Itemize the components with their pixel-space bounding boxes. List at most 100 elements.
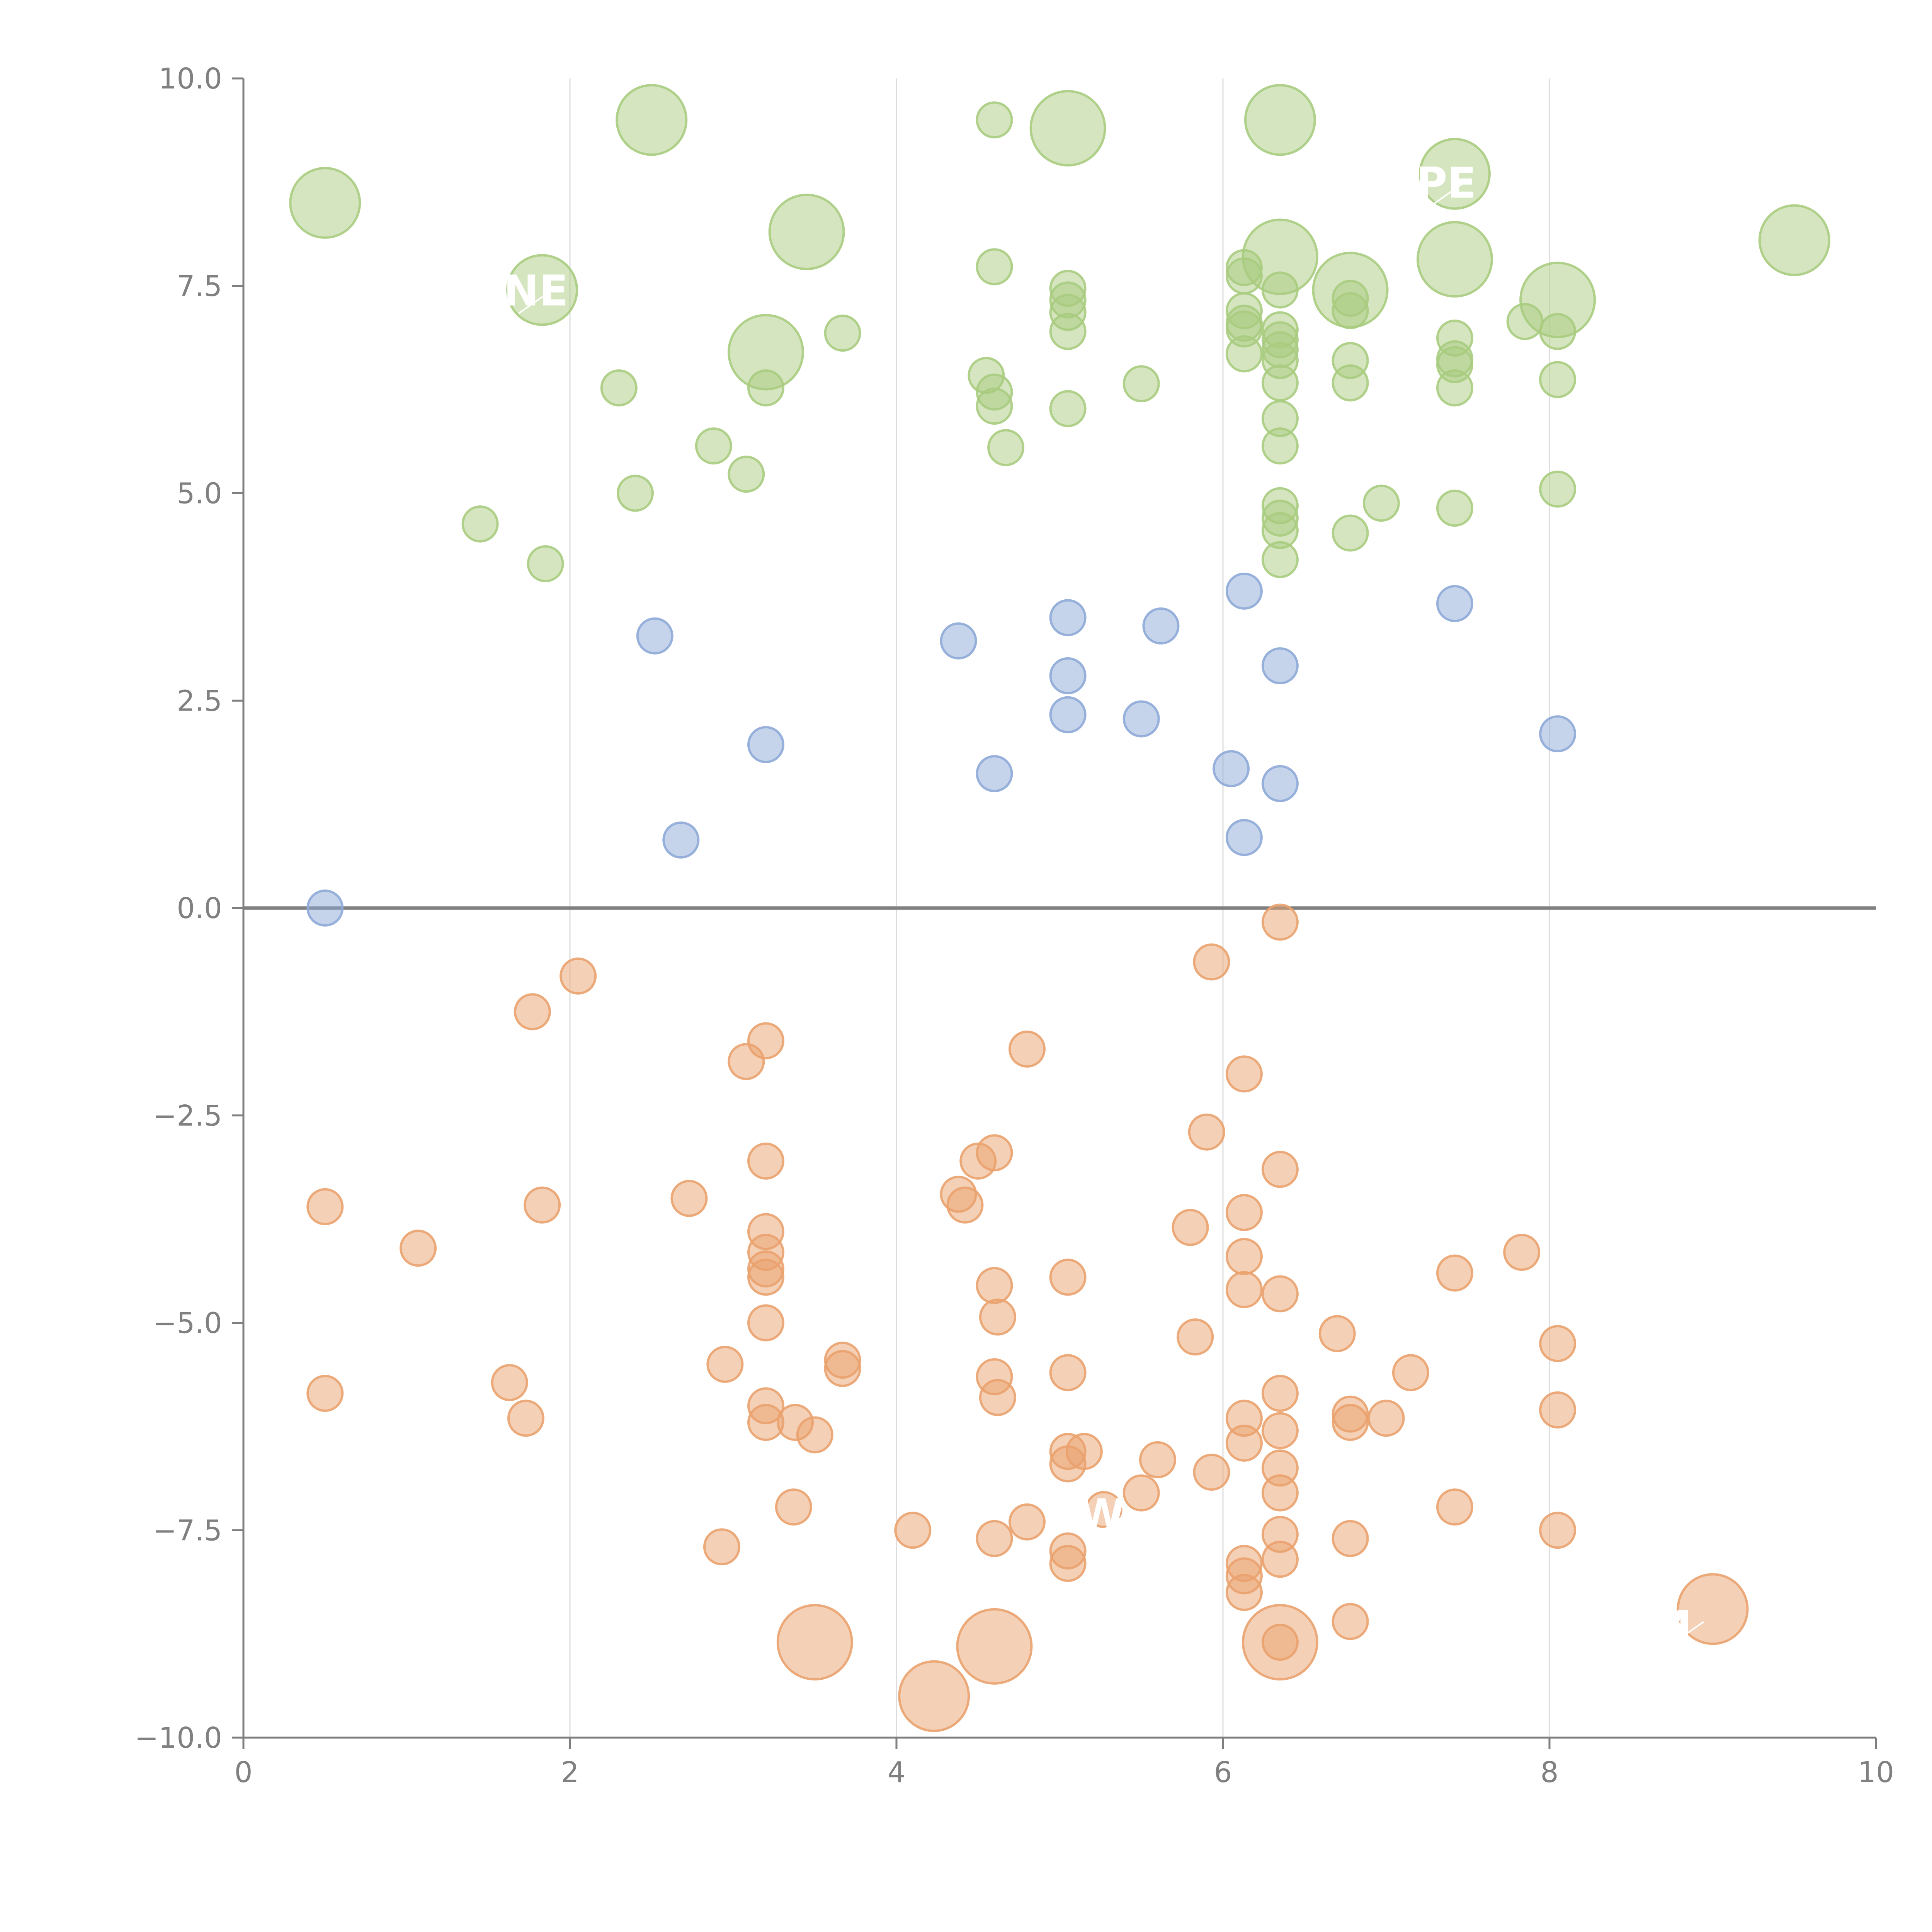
bubble-point — [1318, 1315, 1356, 1352]
bubble-point — [1049, 313, 1087, 350]
bubble-point — [1139, 1441, 1176, 1478]
bubble-point — [1225, 819, 1263, 856]
x-tick-label: 10 — [1858, 1756, 1894, 1789]
bubble-point — [1029, 90, 1106, 167]
bubble-point — [1009, 1030, 1046, 1068]
y-tick-label: −2.5 — [153, 1099, 222, 1133]
x-tick-label: 8 — [1540, 1756, 1558, 1789]
bubble-point — [1416, 221, 1493, 298]
bubble-point — [1418, 138, 1491, 210]
bubble-point — [1049, 1354, 1087, 1391]
bubble-point — [306, 889, 344, 927]
bubble-point — [1193, 943, 1230, 981]
bubble-point — [506, 254, 578, 326]
bubble-point — [796, 1416, 833, 1454]
bubble-point — [1436, 1488, 1473, 1526]
bubble-point — [1332, 1404, 1369, 1441]
bubble-point — [600, 369, 638, 406]
y-tick-label: 7.5 — [177, 270, 222, 303]
bubble-point — [1244, 84, 1316, 156]
bubble-point — [1225, 335, 1263, 372]
bubble-point — [987, 429, 1025, 466]
bubble-point — [1225, 1238, 1263, 1275]
bubble-point — [1261, 1275, 1299, 1313]
bubble-point — [824, 315, 861, 352]
bubble-point — [306, 1374, 344, 1412]
label-leader-line — [1093, 1509, 1133, 1537]
bubble-point — [1261, 1151, 1299, 1188]
y-tick-label: −5.0 — [153, 1307, 222, 1340]
bubble-point — [670, 1180, 708, 1217]
bubble-point — [400, 1230, 437, 1267]
bubble-point — [747, 1259, 784, 1296]
bubble-point — [706, 1345, 744, 1383]
bubble-point — [527, 545, 564, 582]
bubble-point — [979, 1298, 1016, 1336]
bubble-point — [976, 755, 1013, 793]
bubble-label: NE — [503, 266, 568, 315]
bubble-point — [768, 194, 845, 270]
x-tick-label: 0 — [234, 1756, 252, 1789]
bubble-point — [461, 505, 499, 543]
bubble-point — [1009, 1503, 1046, 1541]
bubble-point — [695, 427, 732, 465]
bubble-point — [1506, 303, 1544, 340]
bubble-point — [636, 617, 673, 655]
bubble-point — [703, 1528, 740, 1566]
bubble-point — [1049, 1259, 1087, 1296]
bubble-point — [514, 993, 551, 1031]
bubble-point — [979, 1379, 1016, 1416]
label-layer: NE PE W M — [503, 158, 1704, 1651]
bubble-label: W — [1078, 1490, 1125, 1539]
bubble-label: PE — [1416, 158, 1476, 207]
x-tick-label: 2 — [561, 1756, 579, 1789]
label-leader-line — [1431, 177, 1471, 206]
bubble-point — [1261, 541, 1299, 578]
bubble-point — [824, 1350, 861, 1387]
bubble-point — [1539, 470, 1577, 508]
y-tick-label: 2.5 — [177, 684, 222, 718]
bubble-point — [747, 1304, 784, 1342]
bubble-point — [1539, 1512, 1577, 1549]
bubble-point — [1261, 1374, 1299, 1412]
bubble-point — [775, 1488, 812, 1526]
bubble-point — [1539, 1325, 1577, 1362]
bubble-point — [1049, 696, 1087, 733]
bubble-point — [1172, 1209, 1209, 1246]
bubble-point — [894, 1512, 932, 1549]
bubble-point — [524, 1186, 561, 1224]
bubble-point — [491, 1364, 528, 1401]
bubble-point — [1049, 1545, 1087, 1582]
y-tick-label: −7.5 — [153, 1514, 222, 1547]
y-tick-label: 5.0 — [177, 477, 222, 510]
bubble-point — [1049, 1445, 1087, 1483]
bubble-point — [1436, 490, 1473, 527]
bubble-point — [1332, 1603, 1369, 1640]
label-leader-line — [1664, 1621, 1704, 1650]
bubble-point — [1332, 1520, 1369, 1557]
y-tick-label: −10.0 — [134, 1721, 222, 1755]
bubble-point — [1261, 647, 1299, 685]
bubble-point — [1225, 1574, 1263, 1611]
axis-layer: 0 2 4 6 8 10 10.0 7.5 5.0 2.5 0.0 −2.5 −5.0 −7.5 −10.0 — [134, 62, 1894, 1789]
bubble-point — [1122, 1474, 1160, 1512]
bubble-point — [1049, 657, 1087, 694]
bubble-point — [1085, 1491, 1122, 1528]
bubble-point — [662, 821, 700, 859]
bubble-point — [1436, 369, 1473, 406]
bubble-point — [289, 167, 361, 239]
bubble-point — [1436, 1254, 1473, 1292]
bubble-point — [1049, 390, 1087, 427]
bubble-point — [976, 1267, 1013, 1304]
bubble-point — [1242, 1604, 1318, 1681]
bubble-point — [1213, 750, 1250, 787]
bubble-point — [1122, 700, 1160, 738]
bubble-point — [1261, 765, 1299, 802]
bubble-point — [728, 1043, 765, 1080]
bubble-point — [940, 622, 977, 660]
bubble-point — [560, 957, 597, 995]
x-tick-label: 4 — [887, 1756, 905, 1789]
bubble-point — [1392, 1354, 1429, 1391]
bubble-layer — [289, 84, 1830, 1732]
